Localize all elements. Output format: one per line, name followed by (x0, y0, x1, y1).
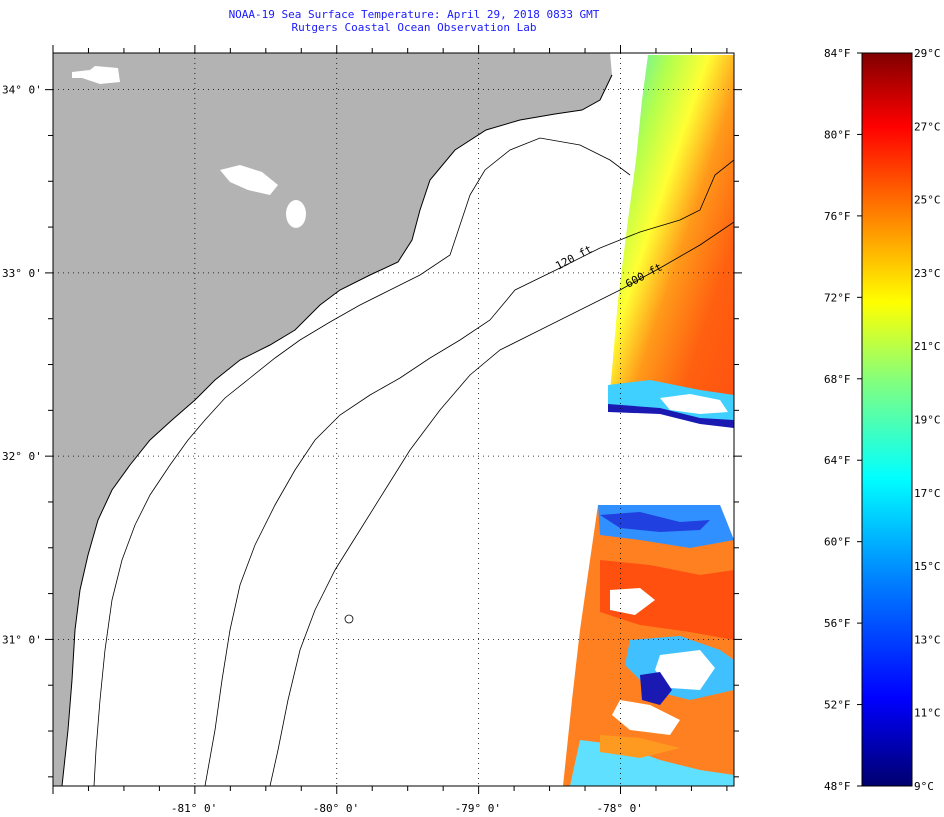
inland-water (72, 66, 120, 84)
colorbar-c-label: 23°C (914, 267, 941, 280)
colorbar-f-label: 60°F (824, 536, 851, 549)
colorbar-c-label: 25°C (914, 194, 941, 207)
colorbar-c-label: 15°C (914, 560, 941, 573)
colorbar-ramp (861, 52, 913, 787)
sst-swath-north (608, 55, 734, 428)
sst-swath-north-edge (608, 404, 734, 428)
colorbar-c-label: 21°C (914, 340, 941, 353)
map-frame (52, 52, 735, 787)
lon-tick-label: -78° 0' (597, 802, 643, 815)
sst-swath-south-warm (600, 560, 734, 640)
colorbar-c-label: 17°C (914, 487, 941, 500)
inland-water (220, 165, 278, 195)
cloud-mask (660, 394, 728, 414)
sst-swath-south-cool (600, 512, 710, 532)
isobath-600-contour (269, 221, 734, 786)
colorbar-f-label: 76°F (824, 210, 851, 223)
lon-tick-label: -80° 0' (313, 802, 359, 815)
colorbar-c-label: 13°C (914, 633, 941, 646)
isobath-120-contour (204, 159, 734, 786)
lat-tick-label: 31° 0' (2, 633, 42, 646)
colorbar-f-label: 56°F (824, 617, 851, 630)
lat-tick-label: 32° 0' (2, 450, 42, 463)
coastline (61, 74, 613, 786)
land-area (53, 53, 612, 786)
colorbar-c-label: 27°C (914, 120, 941, 133)
colorbar-c-label: 11°C (914, 707, 941, 720)
colorbar-f-label: 48°F (824, 780, 851, 793)
isobath-60-contour (93, 137, 631, 786)
colorbar-c-label: 9°C (914, 780, 934, 793)
colorbar-f-label: 52°F (824, 699, 851, 712)
seamount-contour (344, 614, 354, 624)
lat-tick-label: 34° 0' (2, 84, 42, 97)
sst-swath-south-warm (600, 735, 680, 758)
cloud-mask (610, 588, 655, 615)
cloud-mask (612, 700, 680, 735)
colorbar-f-label: 68°F (824, 373, 851, 386)
colorbar-f-label: 84°F (824, 47, 851, 60)
map-subtitle: Rutgers Coastal Ocean Observation Lab (291, 21, 537, 34)
lon-tick-label: -81° 0' (171, 802, 217, 815)
lon-tick-label: -79° 0' (455, 802, 501, 815)
inland-water (286, 200, 306, 228)
colorbar-f-label: 64°F (824, 454, 851, 467)
graticule (53, 53, 734, 786)
cloud-mask (655, 650, 715, 690)
colorbar-f-label: 80°F (824, 128, 851, 141)
colorbar-c-label: 29°C (914, 47, 941, 60)
lat-tick-label: 33° 0' (2, 267, 42, 280)
map-ticks (45, 45, 742, 794)
sst-swath-south-cool (640, 672, 672, 705)
colorbar-f-label: 72°F (824, 291, 851, 304)
map-title: NOAA-19 Sea Surface Temperature: April 2… (228, 8, 600, 21)
colorbar-c-label: 19°C (914, 414, 941, 427)
